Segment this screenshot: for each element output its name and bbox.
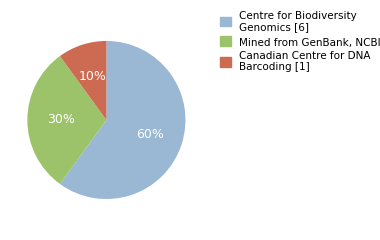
Text: 60%: 60% (136, 128, 164, 141)
Wedge shape (27, 56, 106, 184)
Text: 30%: 30% (47, 114, 74, 126)
Wedge shape (60, 41, 106, 120)
Wedge shape (60, 41, 185, 199)
Text: 10%: 10% (78, 70, 106, 83)
Legend: Centre for Biodiversity
Genomics [6], Mined from GenBank, NCBI [3], Canadian Cen: Centre for Biodiversity Genomics [6], Mi… (220, 11, 380, 72)
